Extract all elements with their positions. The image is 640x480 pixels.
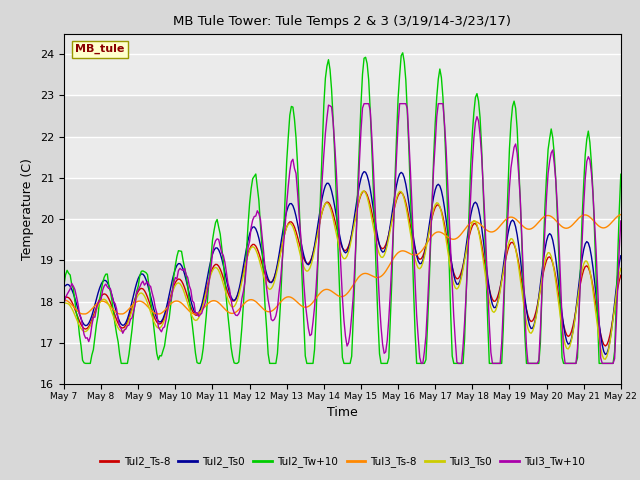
- X-axis label: Time: Time: [327, 406, 358, 419]
- Bar: [64, 301, 621, 343]
- Title: MB Tule Tower: Tule Temps 2 & 3 (3/19/14-3/23/17): MB Tule Tower: Tule Temps 2 & 3 (3/19/14…: [173, 15, 511, 28]
- Bar: [64, 343, 621, 384]
- Bar: [64, 178, 621, 219]
- Bar: [64, 96, 621, 137]
- Y-axis label: Temperature (C): Temperature (C): [22, 158, 35, 260]
- Bar: [64, 260, 621, 301]
- Bar: [64, 54, 621, 96]
- Bar: [64, 137, 621, 178]
- Legend: Tul2_Ts-8, Tul2_Ts0, Tul2_Tw+10, Tul3_Ts-8, Tul3_Ts0, Tul3_Tw+10: Tul2_Ts-8, Tul2_Ts0, Tul2_Tw+10, Tul3_Ts…: [95, 452, 589, 471]
- Text: MB_tule: MB_tule: [75, 44, 125, 54]
- Bar: [64, 219, 621, 260]
